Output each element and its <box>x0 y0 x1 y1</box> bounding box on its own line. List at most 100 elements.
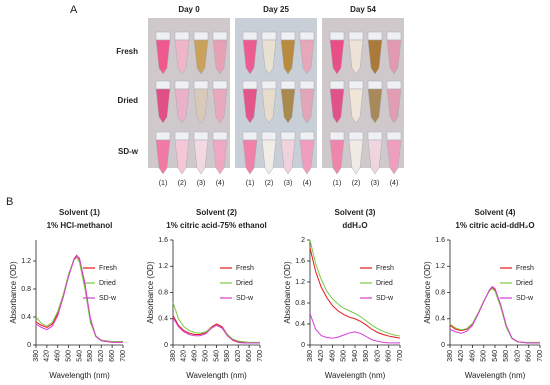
y-tick-label: 2 <box>301 237 305 244</box>
y-tick-label: 0.4 <box>435 316 445 323</box>
y-axis-label: Absorbance (OD) <box>423 261 432 324</box>
tube <box>193 39 209 75</box>
tube <box>299 139 315 175</box>
x-tick-label: 500 <box>202 350 209 362</box>
tube-cap <box>174 80 190 90</box>
y-tick-label: 1.2 <box>21 258 31 265</box>
row-label: Dried <box>118 96 139 105</box>
tube-cap <box>242 131 258 141</box>
series-line <box>309 247 401 339</box>
tube-cap <box>280 31 296 41</box>
x-tick-label: 380 <box>447 350 454 362</box>
x-tick-label: 660 <box>246 350 253 362</box>
x-tick-label: 620 <box>374 350 381 362</box>
series-line <box>309 313 400 344</box>
tube <box>193 88 209 124</box>
series-line <box>172 302 260 343</box>
legend-label: Fresh <box>99 265 117 272</box>
series-line <box>172 317 260 344</box>
x-tick-label: 420 <box>181 350 188 362</box>
x-axis-label: Wavelength (nm) <box>186 371 247 380</box>
tube <box>242 139 258 175</box>
y-tick-label: 0 <box>164 342 168 349</box>
panel-label: B <box>6 196 13 208</box>
y-tick-label: 0 <box>27 342 31 349</box>
tube <box>299 88 315 124</box>
tube-cap <box>367 31 383 41</box>
day-label: Day 54 <box>350 5 376 14</box>
tube-cap <box>261 31 277 41</box>
y-tick-label: 0 <box>301 342 305 349</box>
x-tick-label: 540 <box>352 350 359 362</box>
row-label: Fresh <box>116 47 138 56</box>
x-tick-label: 380 <box>307 350 314 362</box>
tube-cap <box>299 131 315 141</box>
tube <box>242 39 258 75</box>
chart-title: Solvent (2) <box>196 208 237 217</box>
tube-label: (4) <box>216 180 225 187</box>
tube-cap <box>174 131 190 141</box>
tube <box>261 88 277 124</box>
tube-cap <box>193 131 209 141</box>
tube-cap <box>155 31 171 41</box>
tube-cap <box>386 31 402 41</box>
legend-label: Fresh <box>376 265 394 272</box>
chart-subtitle: 1% citric acid-75% ethanol <box>166 221 266 230</box>
tube <box>155 88 171 124</box>
tube-cap <box>329 80 345 90</box>
x-tick-label: 580 <box>503 350 510 362</box>
tube-cap <box>329 131 345 141</box>
series-line <box>35 255 123 343</box>
x-tick-label: 700 <box>397 350 404 362</box>
tube-cap <box>367 131 383 141</box>
x-tick-label: 420 <box>44 350 51 362</box>
tube <box>280 39 296 75</box>
y-tick-label: 1.2 <box>435 263 445 270</box>
tube-cap <box>174 31 190 41</box>
tube-cap <box>367 80 383 90</box>
chart-title: Solvent (1) <box>59 208 100 217</box>
tube-cap <box>386 131 402 141</box>
y-tick-label: 1.6 <box>435 237 445 244</box>
x-tick-label: 460 <box>192 350 199 362</box>
tube <box>155 139 171 175</box>
chart-title: Solvent (3) <box>335 208 376 217</box>
tube <box>212 139 228 175</box>
tube <box>329 88 345 124</box>
tube <box>280 88 296 124</box>
x-tick-label: 580 <box>224 350 231 362</box>
tube <box>329 139 345 175</box>
y-tick-label: 1.2 <box>158 263 168 270</box>
tube-cap <box>280 80 296 90</box>
legend-label: Dried <box>376 280 393 287</box>
x-tick-label: 540 <box>76 350 83 362</box>
legend-label: SD-w <box>236 295 254 302</box>
tube <box>367 39 383 75</box>
y-axis-label: Absorbance (OD) <box>283 261 292 324</box>
tube-label: (4) <box>390 180 399 187</box>
tube <box>348 139 364 175</box>
x-tick-label: 580 <box>363 350 370 362</box>
tube-cap <box>299 80 315 90</box>
tube-cap <box>348 131 364 141</box>
x-tick-label: 620 <box>98 350 105 362</box>
tube <box>299 39 315 75</box>
x-tick-label: 620 <box>514 350 521 362</box>
tube <box>367 139 383 175</box>
y-tick-label: 0.8 <box>435 289 445 296</box>
chart-subtitle: 1% citric acid-ddH₂O <box>455 221 534 230</box>
legend-label: Fresh <box>516 265 534 272</box>
y-tick-label: 0.4 <box>295 321 305 328</box>
tube-label: (1) <box>159 180 168 187</box>
y-tick-label: 1.6 <box>158 237 168 244</box>
legend-label: SD-w <box>376 295 394 302</box>
series-line <box>449 285 540 344</box>
x-tick-label: 380 <box>170 350 177 362</box>
tube <box>367 88 383 124</box>
x-tick-label: 500 <box>65 350 72 362</box>
x-tick-label: 540 <box>492 350 499 362</box>
tube <box>155 39 171 75</box>
tube-cap <box>193 80 209 90</box>
tube-cap <box>155 131 171 141</box>
x-axis-label: Wavelength (nm) <box>49 371 110 380</box>
